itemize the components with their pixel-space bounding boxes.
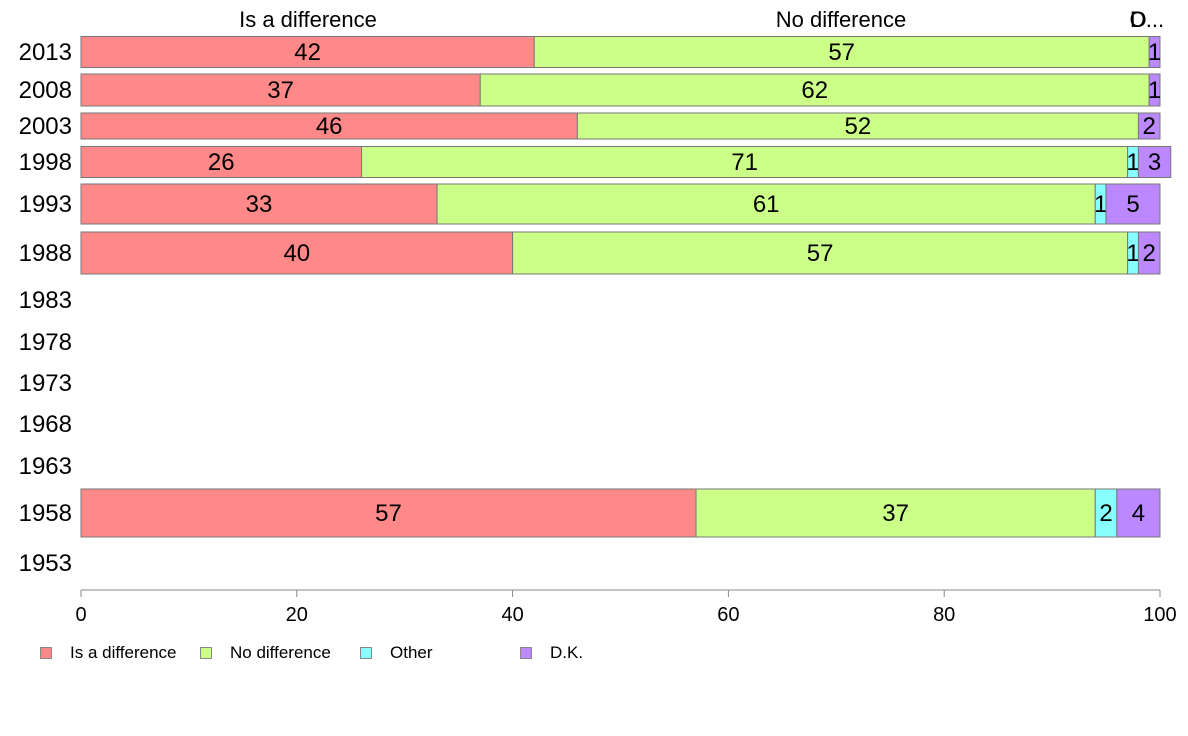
bar-segment: [361, 146, 1129, 178]
bar-segment: [80, 112, 578, 140]
bar-segment: [80, 146, 363, 178]
data-label: 1: [1094, 191, 1107, 218]
data-label: 57: [807, 240, 834, 267]
data-label: 2: [1099, 500, 1112, 527]
data-label: 2: [1143, 113, 1156, 140]
y-tick-label: 1978: [19, 329, 72, 356]
data-label: 1: [1126, 149, 1139, 176]
y-tick-label: 1988: [19, 240, 72, 267]
x-tick-label: 100: [1143, 604, 1176, 626]
data-label: 1: [1126, 240, 1139, 267]
data-label: 33: [246, 191, 273, 218]
bar-segment: [479, 73, 1150, 107]
legend-swatch: [200, 647, 212, 659]
x-tick-label: 80: [933, 604, 955, 626]
y-tick-label: 1998: [19, 149, 72, 176]
top-labels: Is a difference No difference OD...: [239, 7, 1164, 32]
data-label: 1: [1148, 39, 1161, 66]
bar-segment: [1137, 231, 1161, 275]
data-label: 46: [316, 113, 343, 140]
data-label: 57: [828, 39, 855, 66]
legend-label: D.K.: [550, 643, 584, 662]
bars: 42 57 137 62 146 52 226 71 1 333 61 1 540 57 1 257 37 2 4: [80, 36, 1172, 538]
data-label: 61: [753, 191, 780, 218]
bar-segment: [695, 488, 1096, 538]
bar-segment: [1105, 183, 1161, 225]
data-label: 3: [1148, 149, 1161, 176]
legend-swatch: [520, 647, 532, 659]
y-tick-label: 2003: [19, 113, 72, 140]
y-tick-label: 1993: [19, 191, 72, 218]
y-tick-label: 2013: [19, 39, 72, 66]
data-label: 26: [208, 149, 235, 176]
bar-segment: [512, 231, 1129, 275]
bar-segment: [436, 183, 1096, 225]
bar-segment: [80, 183, 438, 225]
x-tick-label: 60: [717, 604, 739, 626]
bar-segment: [1116, 488, 1161, 538]
y-tick-label: 1983: [19, 287, 72, 314]
legend-swatch: [40, 647, 52, 659]
top-label: D...: [1130, 7, 1164, 32]
x-tick-label: 20: [286, 604, 308, 626]
x-tick-label: 40: [501, 604, 523, 626]
legend-item-is-a-difference: Is a difference: [40, 643, 176, 663]
data-label: 1: [1148, 77, 1161, 104]
bar-segment: [1148, 73, 1161, 107]
bar-segment: [1137, 146, 1172, 178]
legend-label: Is a difference: [70, 643, 177, 662]
legend-label: No difference: [230, 643, 331, 662]
bar-segment: [80, 488, 697, 538]
data-label: 42: [294, 39, 321, 66]
data-label: 2: [1143, 240, 1156, 267]
top-label: Is a difference: [239, 7, 377, 32]
bar-segment: [80, 231, 514, 275]
y-tick-label: 1958: [19, 500, 72, 527]
y-tick-label: 1973: [19, 370, 72, 397]
legend-label: Other: [390, 643, 433, 662]
y-axis-labels: 2013 2008 2003 1998 1993 1988 1983 1978 1973 1968…: [19, 39, 72, 577]
data-label: 4: [1132, 500, 1145, 527]
x-tick-label: 0: [75, 604, 86, 626]
data-label: 40: [283, 240, 310, 267]
data-label: 62: [801, 77, 828, 104]
legend-item-other: Other: [360, 643, 433, 663]
bar-segment: [80, 73, 481, 107]
data-label: 71: [731, 149, 758, 176]
top-label: No difference: [776, 7, 906, 32]
y-tick-label: 1963: [19, 453, 72, 480]
x-axis: 0 20 40 60 80 100: [75, 589, 1177, 626]
bar-segment: [1148, 36, 1161, 68]
data-label: 57: [375, 500, 402, 527]
bar-segment: [1137, 112, 1161, 140]
y-tick-label: 1968: [19, 411, 72, 438]
data-label: 37: [267, 77, 294, 104]
legend-item-no-difference: No difference: [200, 643, 331, 663]
bar-segment: [533, 36, 1150, 68]
data-label: 5: [1126, 191, 1139, 218]
data-label: 37: [882, 500, 909, 527]
top-label: O: [1129, 7, 1146, 32]
data-label: 52: [845, 113, 872, 140]
y-tick-label: 1953: [19, 550, 72, 577]
stacked-bar-chart: Is a difference No difference OD... 201320…: [19, 7, 1177, 626]
legend-swatch: [360, 647, 372, 659]
y-tick-label: 2008: [19, 77, 72, 104]
legend-item-dk: D.K.: [520, 643, 583, 663]
